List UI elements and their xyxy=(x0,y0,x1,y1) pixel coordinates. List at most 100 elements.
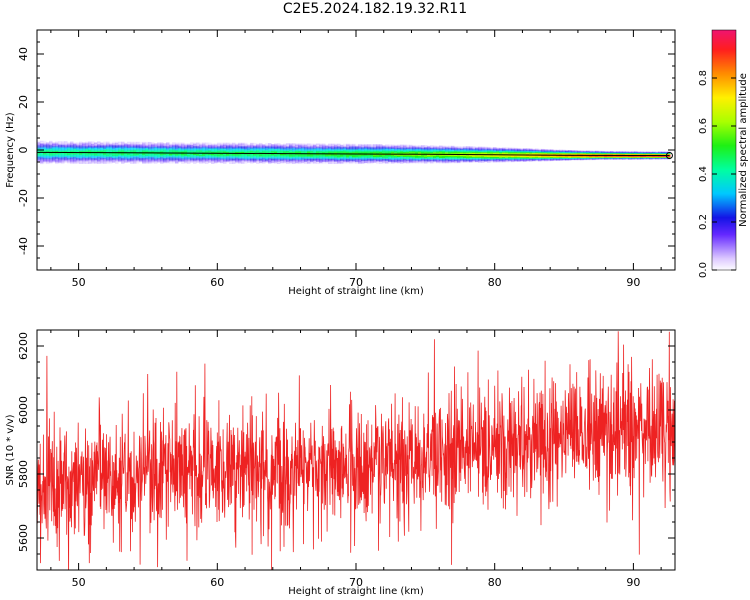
spectrogram-cell xyxy=(319,161,323,163)
spectrogram-cell xyxy=(55,161,59,163)
spectrogram-cell xyxy=(142,141,146,144)
spectrogram-cell xyxy=(334,162,338,165)
spectrogram-cell xyxy=(274,154,278,157)
spectrogram-cell xyxy=(280,161,284,163)
spectrogram-cell xyxy=(103,142,107,145)
spectrogram-cell xyxy=(37,156,41,159)
spectrogram-cell xyxy=(169,145,173,148)
spectrogram-cell xyxy=(160,148,164,151)
spectrogram-cell xyxy=(247,150,251,153)
spectrogram-cell xyxy=(169,149,173,152)
spectrogram-cell xyxy=(337,144,341,147)
spectrogram-cell xyxy=(412,158,416,160)
spectrogram-cell xyxy=(76,149,80,152)
spectrogram-cell xyxy=(298,161,302,163)
spectrogram-cell xyxy=(418,147,422,150)
spectrogram-cell xyxy=(313,156,317,158)
spectrogram-cell xyxy=(223,160,227,162)
spectrogram-cell xyxy=(217,149,221,151)
spectrogram-cell xyxy=(349,161,353,163)
spectrogram-cell xyxy=(331,143,335,146)
spectrogram-cell xyxy=(499,158,503,161)
spectrogram-cell xyxy=(331,158,335,160)
spectrogram-cell xyxy=(250,149,254,152)
spectrogram-cell xyxy=(358,157,362,159)
spectrogram-cell xyxy=(481,146,485,149)
spectrogram-cell xyxy=(439,158,443,160)
spectrogram-cell xyxy=(520,148,524,151)
spectrogram-cell xyxy=(523,151,527,153)
spectrogram-cell xyxy=(328,151,332,154)
spectrogram-cell xyxy=(367,159,371,161)
spectrogram-cell xyxy=(517,152,521,154)
spectrogram-cell xyxy=(97,154,101,156)
spectrogram-cell xyxy=(505,158,509,161)
spectrogram-cell xyxy=(313,153,317,156)
spectrogram-cell xyxy=(313,148,317,151)
spectrogram-cell xyxy=(115,158,119,161)
spectrogram-cell xyxy=(313,160,317,162)
spectrogram-cell xyxy=(484,152,488,154)
spectrogram-cell xyxy=(535,156,539,158)
spectrogram-cell xyxy=(52,142,56,144)
spectrogram-cell xyxy=(484,147,488,149)
spectrogram-cell xyxy=(145,154,149,156)
spectrogram-cell xyxy=(403,146,407,149)
spectrogram-cell xyxy=(55,157,59,160)
spectrogram-cell xyxy=(196,153,200,156)
spectrogram-cell xyxy=(268,144,272,146)
spectrogram-cell xyxy=(436,148,440,150)
spectrogram-cell xyxy=(310,153,314,156)
colorbar-step xyxy=(712,180,736,182)
spectrogram-cell xyxy=(265,155,269,158)
spectrogram-cell xyxy=(109,154,113,156)
spectrogram-cell xyxy=(370,154,374,156)
spectrogram-cell xyxy=(181,148,185,151)
spectrogram-cell xyxy=(232,144,236,147)
spectrogram-cell xyxy=(163,157,167,160)
spectrogram-cell xyxy=(154,144,158,146)
spectrogram-cell xyxy=(532,159,536,161)
spectrogram-cell xyxy=(379,158,383,160)
spectrogram-cell xyxy=(73,148,77,150)
spectrogram-cell xyxy=(160,143,164,145)
spectrogram-cell xyxy=(655,152,659,154)
spectrogram-cell xyxy=(319,162,323,165)
spectrogram-cell xyxy=(289,154,293,157)
spectrogram-cell xyxy=(217,160,221,162)
colorbar-step xyxy=(712,171,736,173)
spectrogram-cell xyxy=(421,160,425,162)
spectrogram-cell xyxy=(73,146,77,149)
spectrogram-cell xyxy=(325,155,329,157)
spectrogram-cell xyxy=(409,148,413,151)
spectrogram-cell xyxy=(88,158,92,161)
spectrogram-cell xyxy=(274,162,278,165)
spectrogram-cell xyxy=(334,161,338,163)
spectrogram-cell xyxy=(460,146,464,148)
spectrogram-cell xyxy=(301,150,305,153)
spectrogram-cell xyxy=(145,162,149,164)
colorbar-step xyxy=(712,174,736,176)
spectrogram-cell xyxy=(109,159,113,162)
spectrogram-cell xyxy=(493,149,497,151)
spectrogram-cell xyxy=(484,151,488,154)
spectrogram-cell xyxy=(211,145,215,148)
spectrogram-cell xyxy=(40,147,44,150)
spectrogram-cell xyxy=(67,149,71,152)
spectrogram-cell xyxy=(328,160,332,162)
spectrogram-cell xyxy=(298,162,302,165)
spectrogram-cell xyxy=(142,162,146,164)
spectrogram-cell xyxy=(163,149,167,152)
colorbar-step xyxy=(712,242,736,244)
spectrogram-cell xyxy=(661,151,665,153)
spectrogram-cell xyxy=(433,160,437,162)
spectrogram-cell xyxy=(511,154,515,157)
spectrogram-cell xyxy=(310,155,314,157)
spectrogram-cell xyxy=(523,157,527,160)
spectrogram-cell xyxy=(538,158,542,161)
spectrogram-cell xyxy=(562,159,566,161)
colorbar-step xyxy=(712,143,736,145)
colorbar-step xyxy=(712,129,736,131)
spectrogram-cell xyxy=(433,148,437,150)
spectrogram-cell xyxy=(220,144,224,147)
